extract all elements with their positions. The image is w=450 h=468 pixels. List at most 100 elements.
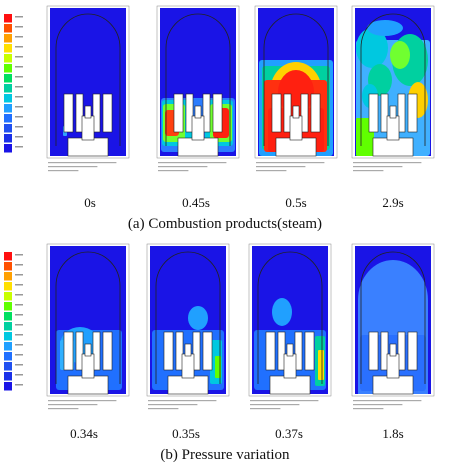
legend-swatch <box>4 44 12 53</box>
component <box>212 93 223 133</box>
legend-swatch <box>4 64 12 73</box>
legend-swatch <box>4 352 12 361</box>
dome-outline <box>155 251 221 384</box>
legend-swatch <box>4 54 12 63</box>
component <box>397 93 406 133</box>
legend-tick <box>15 284 23 286</box>
legend-tick <box>15 36 23 38</box>
legend-swatch <box>4 302 12 311</box>
component <box>92 331 101 371</box>
legend-swatch <box>4 312 12 321</box>
component <box>81 115 95 141</box>
component <box>386 115 400 141</box>
component <box>407 331 418 371</box>
contour <box>188 306 208 330</box>
component <box>292 105 300 119</box>
legend-tick <box>15 264 23 266</box>
dome-outline <box>55 251 121 384</box>
axis-note <box>48 400 117 402</box>
contour <box>390 41 410 69</box>
legend-swatch <box>4 272 12 281</box>
component <box>181 353 195 379</box>
axis-note <box>148 404 198 406</box>
legend-swatch <box>4 262 12 271</box>
legend-swatch <box>4 252 12 261</box>
caption: (a) Combustion products(steam) <box>128 216 322 232</box>
component <box>92 93 101 133</box>
axis-note <box>353 404 403 406</box>
component <box>102 331 113 371</box>
component <box>63 331 74 371</box>
component <box>191 115 205 141</box>
dome-outline <box>360 13 426 146</box>
legend-swatch <box>4 322 12 331</box>
axis-note <box>48 162 117 164</box>
axis-note <box>148 408 179 410</box>
legend-tick <box>15 354 23 356</box>
legend-swatch <box>4 84 12 93</box>
component <box>368 331 379 371</box>
legend-swatch <box>4 24 12 33</box>
legend-tick <box>15 66 23 68</box>
legend-swatch <box>4 124 12 133</box>
dome-outline <box>263 13 329 146</box>
base <box>177 137 219 157</box>
component <box>185 93 194 133</box>
component <box>283 93 292 133</box>
legend-tick <box>15 136 23 138</box>
component <box>386 353 400 379</box>
legend-tick <box>15 384 23 386</box>
legend-swatch <box>4 282 12 291</box>
base <box>67 137 109 157</box>
component <box>380 93 389 133</box>
component <box>265 331 276 371</box>
legend-tick <box>15 324 23 326</box>
axis-note <box>158 170 189 172</box>
component <box>75 93 84 133</box>
axis-note <box>48 404 98 406</box>
base <box>275 137 317 157</box>
time-label: 0.45s <box>182 195 210 210</box>
legend-swatch <box>4 114 12 123</box>
legend-tick <box>15 146 23 148</box>
axis-note <box>148 400 217 402</box>
base <box>269 375 311 395</box>
legend-swatch <box>4 34 12 43</box>
legend-swatch <box>4 74 12 83</box>
contour <box>318 350 324 380</box>
legend-tick <box>15 334 23 336</box>
component <box>389 343 397 357</box>
legend-tick <box>15 76 23 78</box>
legend-swatch <box>4 372 12 381</box>
component <box>81 353 95 379</box>
component <box>102 93 113 133</box>
component <box>380 331 389 371</box>
base <box>167 375 209 395</box>
component <box>202 331 213 371</box>
legend-swatch <box>4 332 12 341</box>
contour-panels <box>4 5 435 410</box>
component <box>84 343 92 357</box>
time-label: 0s <box>84 195 96 210</box>
component <box>271 93 282 133</box>
legend-tick <box>15 26 23 28</box>
component <box>368 93 379 133</box>
component <box>277 331 286 371</box>
legend-tick <box>15 254 23 256</box>
legend-swatch <box>4 382 12 391</box>
time-label: 1.8s <box>382 426 403 441</box>
component <box>283 353 297 379</box>
legend-tick <box>15 86 23 88</box>
axis-note <box>158 166 208 168</box>
component <box>397 331 406 371</box>
legend-tick <box>15 374 23 376</box>
base <box>372 375 414 395</box>
component <box>184 343 192 357</box>
legend-swatch <box>4 104 12 113</box>
dome-outline <box>360 251 426 384</box>
legend-tick <box>15 16 23 18</box>
legend-swatch <box>4 144 12 153</box>
legend-swatch <box>4 342 12 351</box>
axis-note <box>250 404 300 406</box>
